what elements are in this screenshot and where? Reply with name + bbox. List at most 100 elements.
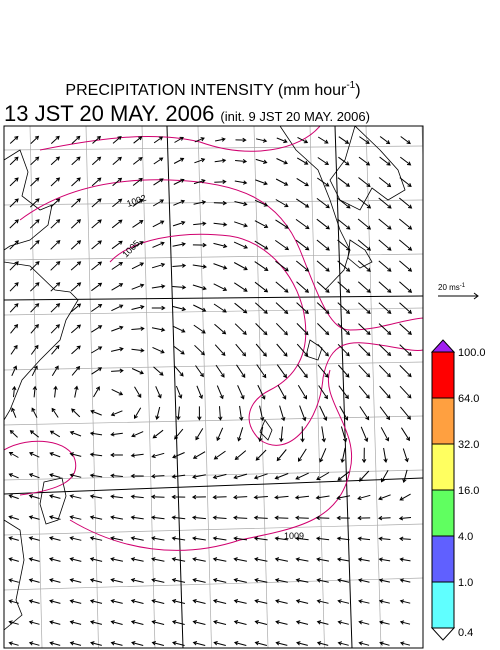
wind-arrow <box>254 578 268 583</box>
wind-arrow <box>49 641 61 646</box>
wind-arrow <box>378 578 391 583</box>
wind-arrow <box>254 302 268 314</box>
wind-arrow <box>91 177 102 187</box>
wind-arrow <box>110 432 123 437</box>
wind-arrow <box>11 407 17 418</box>
wind-arrow <box>30 177 40 187</box>
wind-arrow <box>29 451 40 458</box>
colorbar-cap <box>430 627 456 641</box>
wind-arrow <box>398 239 413 251</box>
wind-arrow <box>89 431 103 436</box>
wind-arrow <box>275 219 289 229</box>
wind-arrow <box>275 599 288 604</box>
wind-arrow <box>378 557 391 562</box>
wind-arrow <box>253 536 268 541</box>
wind-arrow <box>274 495 289 500</box>
wind-arrow <box>171 578 186 583</box>
wind-arrow <box>50 240 61 250</box>
colorbar-segment <box>431 397 455 445</box>
init-time: (init. 9 JST 20 MAY. 2006) <box>220 109 370 124</box>
wind-arrow <box>378 599 390 604</box>
wind-arrow <box>31 365 38 377</box>
wind-arrow <box>32 385 38 398</box>
wind-arrow <box>111 240 123 250</box>
wind-arrow <box>49 578 61 583</box>
wind-arrow <box>111 325 124 332</box>
wind-arrow <box>175 385 183 399</box>
wind-arrow <box>276 364 287 379</box>
wind-arrow <box>171 494 186 500</box>
wind-arrow <box>153 157 164 165</box>
wind-arrow <box>296 302 309 315</box>
wind-arrow <box>111 283 124 291</box>
wind-arrow <box>317 157 330 166</box>
wind-arrow <box>71 345 81 355</box>
wind-arrow <box>316 198 330 209</box>
wind-arrow <box>110 536 123 541</box>
wind-arrow <box>357 494 371 501</box>
wind-arrow <box>317 364 329 378</box>
wind-arrow <box>9 261 19 271</box>
wind-arrow <box>254 199 269 207</box>
wind-arrow <box>399 599 411 604</box>
wind-arrow <box>172 263 187 268</box>
wind-arrow <box>151 620 165 625</box>
wind-arrow <box>233 262 248 271</box>
valid-time: 13 JST 20 MAY. 2006 (init. 9 JST 20 MAY. … <box>4 101 370 126</box>
wind-arrow <box>253 515 268 521</box>
colorbar-cap <box>430 339 456 353</box>
wind-arrow <box>294 495 310 500</box>
wind-arrow <box>378 177 392 188</box>
wind-arrow <box>337 260 351 272</box>
wind-arrow <box>174 365 184 377</box>
wind-arrow <box>9 282 19 292</box>
wind-arrow <box>69 536 82 541</box>
wind-arrow <box>50 261 61 271</box>
wind-arrow <box>110 578 123 583</box>
wind-arrow <box>275 281 289 293</box>
wind-arrow <box>296 281 310 293</box>
wind-arrow <box>91 346 103 354</box>
wind-arrow <box>378 218 392 230</box>
wind-arrow <box>235 137 247 143</box>
wind-arrow <box>9 198 19 208</box>
wind-arrow <box>339 405 349 421</box>
wind-arrow <box>195 428 204 441</box>
isobar <box>39 126 321 152</box>
wind-arrow <box>212 473 227 480</box>
wind-arrow <box>255 323 268 336</box>
wind-arrow <box>317 177 330 187</box>
wind-arrow <box>254 641 268 646</box>
wind-arrow <box>379 406 391 421</box>
wind-arrow <box>295 239 310 251</box>
wind-arrow <box>69 430 82 437</box>
wind-arrow <box>399 493 411 501</box>
wind-arrow <box>212 536 227 541</box>
wind-arrow <box>110 410 123 417</box>
wind-arrow <box>337 197 351 209</box>
wind-arrow <box>112 156 122 165</box>
wind-arrow <box>399 260 413 272</box>
colorbar-label: 1.0 <box>458 577 473 589</box>
colorbar-label: 32.0 <box>458 439 479 451</box>
wind-vectors <box>8 135 413 646</box>
wind-arrow <box>133 136 143 144</box>
wind-arrow <box>9 156 19 166</box>
wind-arrow <box>132 156 143 165</box>
wind-arrow <box>274 515 289 521</box>
wind-arrow <box>233 557 247 562</box>
wind-arrow <box>49 452 61 458</box>
wind-arrow <box>358 302 371 314</box>
wind-arrow <box>279 405 286 422</box>
wind-arrow <box>337 578 350 583</box>
wind-arrow <box>400 427 410 442</box>
wind-arrow <box>29 198 40 208</box>
wind-arrow <box>134 407 142 420</box>
wind-arrow <box>130 494 144 499</box>
wind-arrow <box>213 620 227 625</box>
wind-arrow <box>74 385 79 398</box>
wind-arrow <box>254 261 269 271</box>
wind-arrow <box>8 452 19 458</box>
wind-arrow <box>296 323 309 336</box>
wind-arrow <box>171 515 186 520</box>
